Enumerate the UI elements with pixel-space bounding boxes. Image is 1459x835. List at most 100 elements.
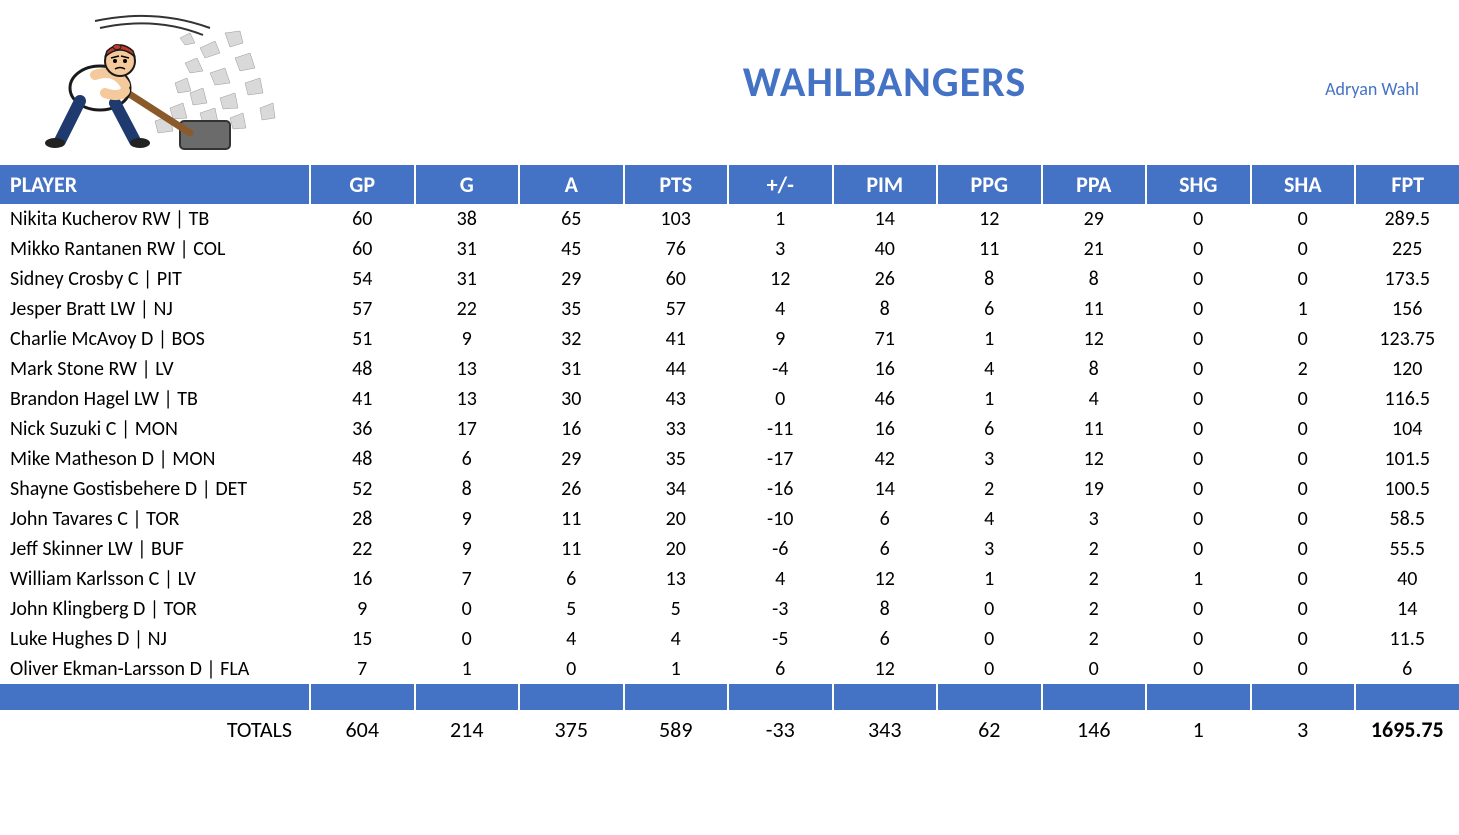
table-row: Mike Matheson D | MON4862935-17423120010…: [0, 444, 1459, 474]
stat-pm: 0: [728, 384, 833, 414]
stat-sha: 0: [1251, 324, 1356, 354]
stat-fpt: 123.75: [1355, 324, 1459, 354]
stat-ppg: 3: [937, 444, 1042, 474]
stat-pim: 6: [833, 624, 938, 654]
stat-g: 9: [415, 324, 520, 354]
stat-ppg: 4: [937, 354, 1042, 384]
col-pm: +/-: [728, 165, 833, 204]
player-cell: Oliver Ekman-Larsson D | FLA: [0, 654, 310, 684]
stat-g: 9: [415, 534, 520, 564]
totals-pim: 343: [833, 710, 938, 749]
stat-g: 31: [415, 234, 520, 264]
stat-a: 4: [519, 624, 624, 654]
stat-sha: 0: [1251, 204, 1356, 234]
stat-shg: 1: [1146, 564, 1251, 594]
stat-shg: 0: [1146, 354, 1251, 384]
stat-pim: 14: [833, 474, 938, 504]
stat-gp: 28: [310, 504, 415, 534]
stat-ppa: 3: [1042, 504, 1147, 534]
player-cell: Mike Matheson D | MON: [0, 444, 310, 474]
stat-pm: 12: [728, 264, 833, 294]
stat-pm: 4: [728, 294, 833, 324]
stat-fpt: 55.5: [1355, 534, 1459, 564]
stat-ppa: 11: [1042, 414, 1147, 444]
stat-gp: 48: [310, 354, 415, 384]
stat-sha: 0: [1251, 384, 1356, 414]
player-cell: Nikita Kucherov RW | TB: [0, 204, 310, 234]
stat-pm: -3: [728, 594, 833, 624]
stat-pts: 60: [624, 264, 729, 294]
totals-pts: 589: [624, 710, 729, 749]
table-row: Mark Stone RW | LV48133144-4164802120: [0, 354, 1459, 384]
stat-pm: 9: [728, 324, 833, 354]
stat-fpt: 58.5: [1355, 504, 1459, 534]
stat-shg: 0: [1146, 594, 1251, 624]
col-pim: PIM: [833, 165, 938, 204]
stat-shg: 0: [1146, 204, 1251, 234]
stat-sha: 0: [1251, 594, 1356, 624]
stat-g: 13: [415, 354, 520, 384]
stat-fpt: 40: [1355, 564, 1459, 594]
stat-pts: 76: [624, 234, 729, 264]
table-row: William Karlsson C | LV167613412121040: [0, 564, 1459, 594]
stat-a: 11: [519, 534, 624, 564]
stat-pim: 8: [833, 594, 938, 624]
stat-shg: 0: [1146, 324, 1251, 354]
stat-ppa: 12: [1042, 324, 1147, 354]
stat-pm: -11: [728, 414, 833, 444]
stat-g: 6: [415, 444, 520, 474]
totals-pm: -33: [728, 710, 833, 749]
col-player: PLAYER: [0, 165, 310, 204]
stat-gp: 9: [310, 594, 415, 624]
player-cell: William Karlsson C | LV: [0, 564, 310, 594]
stat-pim: 42: [833, 444, 938, 474]
col-ppa: PPA: [1042, 165, 1147, 204]
stat-a: 29: [519, 264, 624, 294]
stat-ppg: 0: [937, 594, 1042, 624]
stat-pm: -6: [728, 534, 833, 564]
stat-a: 6: [519, 564, 624, 594]
stat-sha: 2: [1251, 354, 1356, 384]
stat-shg: 0: [1146, 654, 1251, 684]
stat-fpt: 120: [1355, 354, 1459, 384]
player-cell: Brandon Hagel LW | TB: [0, 384, 310, 414]
stat-gp: 48: [310, 444, 415, 474]
stat-shg: 0: [1146, 264, 1251, 294]
stat-pim: 12: [833, 654, 938, 684]
stat-ppa: 29: [1042, 204, 1147, 234]
stat-g: 7: [415, 564, 520, 594]
stat-ppa: 2: [1042, 624, 1147, 654]
stat-pts: 35: [624, 444, 729, 474]
stat-gp: 60: [310, 204, 415, 234]
stat-g: 38: [415, 204, 520, 234]
stat-ppg: 1: [937, 324, 1042, 354]
page-header: WAHLBANGERS Adryan Wahl: [0, 0, 1459, 165]
stat-fpt: 173.5: [1355, 264, 1459, 294]
table-row: Jeff Skinner LW | BUF2291120-66320055.5: [0, 534, 1459, 564]
totals-gp: 604: [310, 710, 415, 749]
stat-pim: 6: [833, 504, 938, 534]
table-row: Shayne Gostisbehere D | DET5282634-16142…: [0, 474, 1459, 504]
stat-pm: -4: [728, 354, 833, 384]
totals-ppa: 146: [1042, 710, 1147, 749]
stat-sha: 0: [1251, 624, 1356, 654]
player-cell: Nick Suzuki C | MON: [0, 414, 310, 444]
totals-row: TOTALS 604 214 375 589 -33 343 62 146 1 …: [0, 710, 1459, 749]
stat-pim: 6: [833, 534, 938, 564]
stat-shg: 0: [1146, 414, 1251, 444]
stat-a: 26: [519, 474, 624, 504]
stat-pim: 16: [833, 354, 938, 384]
stat-ppa: 2: [1042, 594, 1147, 624]
player-cell: John Klingberg D | TOR: [0, 594, 310, 624]
stat-ppa: 4: [1042, 384, 1147, 414]
stat-ppg: 0: [937, 624, 1042, 654]
stat-a: 11: [519, 504, 624, 534]
stat-pts: 34: [624, 474, 729, 504]
table-row: Mikko Rantanen RW | COL60314576340112100…: [0, 234, 1459, 264]
stat-fpt: 225: [1355, 234, 1459, 264]
stat-g: 0: [415, 624, 520, 654]
col-gp: GP: [310, 165, 415, 204]
player-cell: Charlie McAvoy D | BOS: [0, 324, 310, 354]
spacer-row: [0, 684, 1459, 710]
table-row: Oliver Ekman-Larsson D | FLA710161200006: [0, 654, 1459, 684]
